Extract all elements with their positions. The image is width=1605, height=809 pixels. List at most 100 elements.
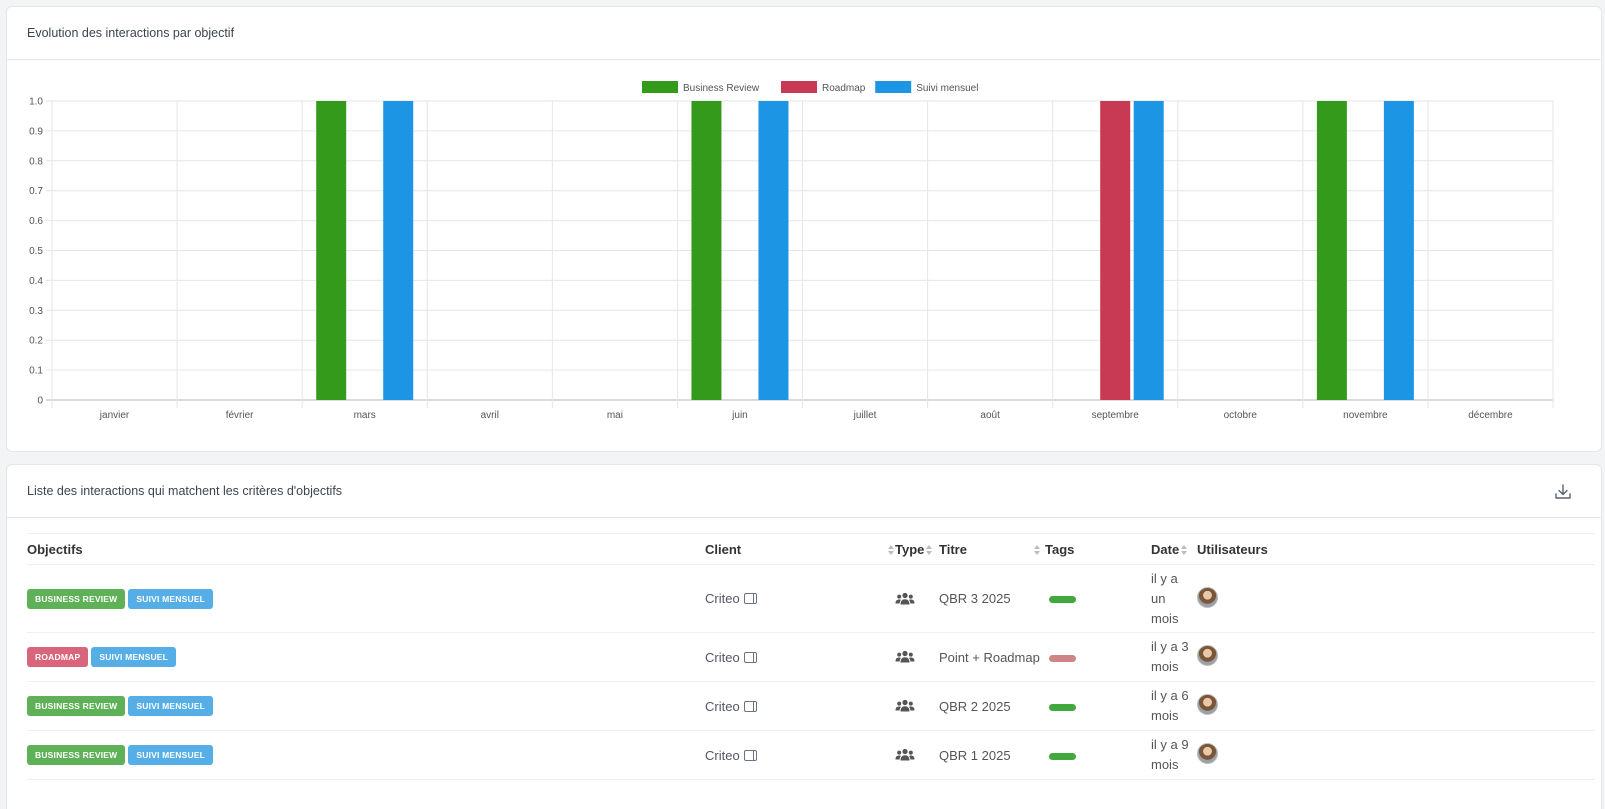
client-link[interactable]: Criteo: [705, 650, 757, 665]
table-row[interactable]: Roadmap Suivi mensuel Criteo Point + Roadma…: [27, 633, 1595, 682]
bar-chart: 0 0.1 0.2 0.3 0.4 0.5 0.6 0.7 0.8 0.9 1.0 janvier fé…: [29, 81, 1554, 421]
client-name[interactable]: Criteo: [705, 747, 740, 763]
avatar[interactable]: [1197, 645, 1218, 666]
y-tick-label: 0.8: [29, 156, 43, 167]
col-objectifs: Objectifs: [27, 541, 83, 557]
client-name[interactable]: Criteo: [705, 698, 740, 714]
sort-icon[interactable]: [925, 544, 933, 556]
col-tags: Tags: [1045, 541, 1075, 557]
col-utilisateurs: Utilisateurs: [1197, 541, 1268, 557]
relative-date: il y a un mois: [1151, 570, 1179, 626]
tags-cell: [1045, 682, 1151, 731]
bar-suivi-mensuel: [1383, 101, 1414, 400]
avatar[interactable]: [1197, 743, 1218, 764]
client-name[interactable]: Criteo: [705, 649, 740, 665]
objectifs-cell: Business Review Suivi mensuel: [27, 731, 705, 780]
col-client[interactable]: Client: [705, 534, 895, 565]
x-tick-label: mai: [607, 410, 623, 421]
users-icon: [895, 650, 915, 663]
users-icon: [895, 699, 915, 712]
x-tick-label: avril: [481, 410, 499, 421]
sidebar-panel-icon[interactable]: [743, 651, 757, 663]
chart-card-title: Evolution des interactions par objectif: [7, 7, 1601, 60]
y-tick-label: 0.6: [29, 216, 43, 227]
tag-pill[interactable]: [1049, 752, 1076, 760]
objective-badge: Roadmap: [27, 647, 89, 667]
client-link[interactable]: Criteo: [705, 699, 757, 714]
tag-pill[interactable]: [1049, 596, 1076, 603]
type-cell: [895, 682, 939, 731]
y-tick-label: 0.5: [29, 246, 43, 257]
sort-icon[interactable]: [887, 544, 895, 556]
bar-business-review: [316, 101, 347, 400]
bar-suivi-mensuel: [1133, 101, 1164, 400]
objective-badge: Suivi mensuel: [128, 696, 214, 716]
y-tick-label: 0.3: [29, 306, 43, 317]
sidebar-panel-icon[interactable]: [743, 749, 757, 761]
titre-cell: Point + Roadmap: [939, 649, 1040, 665]
bar-business-review: [691, 101, 722, 400]
client-link[interactable]: Criteo: [705, 591, 757, 606]
x-tick-label: janvier: [99, 410, 130, 421]
avatar[interactable]: [1197, 586, 1218, 608]
interactions-table: Objectifs Client Type Titre Tags Date Ut…: [27, 533, 1595, 780]
date-cell: il y a un mois: [1151, 565, 1197, 633]
objectifs-cell: Roadmap Suivi mensuel: [27, 633, 705, 682]
tags-cell: [1045, 633, 1151, 682]
col-date[interactable]: Date: [1151, 534, 1197, 565]
list-card-header: Liste des interactions qui matchent les …: [7, 465, 1601, 518]
objective-badge: Suivi mensuel: [91, 647, 177, 667]
x-tick-label: octobre: [1224, 410, 1258, 421]
x-tick-label: septembre: [1092, 410, 1140, 421]
y-tick-label: 0.1: [29, 366, 43, 377]
date-cell: il y a 3 mois: [1151, 633, 1197, 682]
date-cell: il y a 6 mois: [1151, 682, 1197, 731]
objective-badge: Suivi mensuel: [128, 588, 214, 609]
col-type[interactable]: Type: [895, 534, 939, 565]
bar-suivi-mensuel: [383, 101, 414, 400]
legend-label: Roadmap: [822, 83, 866, 94]
utilisateurs-cell: [1197, 633, 1595, 682]
titre-cell: QBR 2 2025: [939, 698, 1011, 714]
avatar[interactable]: [1197, 694, 1218, 715]
legend-swatch: [875, 81, 912, 93]
col-titre[interactable]: Titre: [939, 534, 1045, 565]
download-icon[interactable]: [1553, 482, 1573, 502]
table-row[interactable]: Business Review Suivi mensuel Criteo QBR 3 …: [27, 565, 1595, 633]
bar-roadmap: [1100, 101, 1131, 400]
client-cell[interactable]: Criteo: [705, 682, 895, 731]
objective-badge: Business Review: [27, 588, 126, 609]
utilisateurs-cell: [1197, 731, 1595, 780]
objective-badge: Suivi mensuel: [128, 745, 214, 765]
x-tick-label: juin: [731, 410, 748, 421]
table-row[interactable]: Business Review Suivi mensuel Criteo QBR 2 …: [27, 682, 1595, 731]
y-tick-label: 1.0: [29, 97, 43, 108]
client-name[interactable]: Criteo: [705, 591, 740, 606]
tag-pill[interactable]: [1049, 654, 1076, 662]
users-icon: [895, 748, 915, 761]
client-cell[interactable]: Criteo: [705, 633, 895, 682]
bar-business-review: [1316, 101, 1347, 400]
y-tick-label: 0: [37, 396, 43, 407]
list-card-title: Liste des interactions qui matchent les …: [27, 484, 343, 498]
client-cell[interactable]: Criteo: [705, 565, 895, 633]
objective-badge: Business Review: [27, 745, 126, 765]
client-link[interactable]: Criteo: [705, 748, 757, 763]
client-cell[interactable]: Criteo: [705, 731, 895, 780]
table-row[interactable]: Business Review Suivi mensuel Criteo QBR 1 …: [27, 731, 1595, 780]
x-tick-label: juillet: [853, 410, 877, 421]
chart-card: Evolution des interactions par objectif …: [6, 6, 1602, 452]
type-cell: [895, 731, 939, 780]
sidebar-panel-icon[interactable]: [743, 593, 757, 604]
type-cell: [895, 633, 939, 682]
x-tick-label: février: [226, 410, 254, 421]
sidebar-panel-icon[interactable]: [743, 700, 757, 712]
sort-icon[interactable]: [1180, 544, 1188, 556]
y-tick-label: 0.4: [29, 276, 43, 287]
tag-pill[interactable]: [1049, 703, 1076, 711]
type-cell: [895, 565, 939, 633]
date-cell: il y a 9 mois: [1151, 731, 1197, 780]
relative-date: il y a 3 mois: [1151, 639, 1189, 674]
tags-cell: [1045, 565, 1151, 633]
sort-icon[interactable]: [1033, 544, 1041, 556]
